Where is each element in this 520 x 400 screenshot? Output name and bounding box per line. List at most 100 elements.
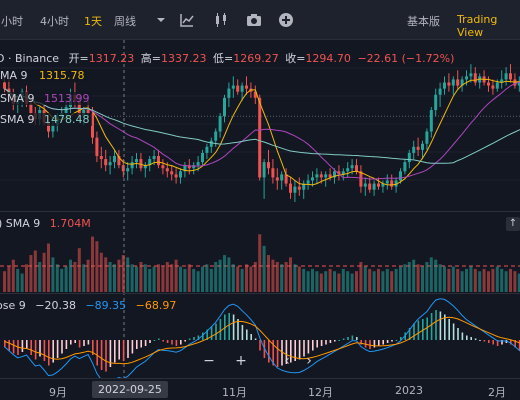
camera-icon[interactable] xyxy=(245,11,263,29)
pane-collapse-button[interactable]: ↑ xyxy=(506,217,520,231)
volume-bar xyxy=(504,271,508,292)
volume-bar xyxy=(451,266,455,292)
candle-body xyxy=(355,165,358,172)
scroll-left-button[interactable]: ‹ xyxy=(284,353,290,369)
volume-pane-separator[interactable] xyxy=(0,211,520,212)
candle-body xyxy=(381,183,385,187)
volume-bar xyxy=(478,271,482,292)
volume-bar xyxy=(341,268,345,292)
volume-bar xyxy=(425,262,429,292)
macd-histogram-bar xyxy=(334,340,336,342)
basic-view-tab[interactable]: 基本版 xyxy=(407,15,440,28)
candle-body xyxy=(135,159,138,163)
volume-bar xyxy=(95,241,99,292)
candle-body xyxy=(425,131,429,144)
volume-bar xyxy=(165,262,169,292)
macd-histogram-bar xyxy=(74,340,76,343)
chart-area[interactable]: D · Binance 开=1317.23 高=1337.23 低=1269.2… xyxy=(0,40,520,385)
volume-bar xyxy=(350,273,354,292)
macd-histogram-bar xyxy=(430,313,433,340)
volume-bar xyxy=(394,268,398,292)
volume-bar xyxy=(20,273,24,292)
candle-body xyxy=(108,162,112,166)
price-chart-svg[interactable] xyxy=(0,40,520,385)
volume-bar xyxy=(311,268,314,292)
candle-body xyxy=(170,171,174,175)
candle-body xyxy=(509,73,512,80)
candle-body xyxy=(201,152,204,163)
candle-body xyxy=(227,88,231,98)
macd-histogram-bar xyxy=(448,319,450,340)
volume-bar xyxy=(73,262,77,292)
high-label: 高= xyxy=(140,52,161,65)
time-axis[interactable]: 9月 2022-09-25 11月 12月 2023 2月 xyxy=(0,378,520,400)
macd-histogram-bar xyxy=(34,340,37,360)
volume-bar xyxy=(328,268,332,292)
zoom-in-button[interactable]: + xyxy=(235,353,247,369)
macd-histogram-bar xyxy=(254,338,257,340)
candle-body xyxy=(460,79,464,86)
candle-body xyxy=(297,186,301,190)
candle-body xyxy=(192,165,196,169)
candle-body xyxy=(363,183,367,187)
candle-body xyxy=(29,103,33,114)
candle-body xyxy=(337,171,341,175)
candle-body xyxy=(315,174,319,178)
volume-bar xyxy=(280,264,284,292)
candle-body xyxy=(421,143,424,150)
volume-bar xyxy=(253,262,257,292)
candle-body xyxy=(359,171,363,187)
interval-week[interactable]: 周线 xyxy=(114,15,136,28)
interval-4h[interactable]: 4小时 xyxy=(40,15,69,28)
volume-bar xyxy=(245,264,248,292)
macd-histogram-bar xyxy=(342,338,345,340)
candle-body xyxy=(51,125,55,132)
indicators-icon[interactable] xyxy=(178,11,196,29)
volume-bar xyxy=(513,271,517,292)
candle-body xyxy=(130,162,134,169)
macd-histogram-bar xyxy=(52,340,54,363)
volume-value: 1.704M xyxy=(49,217,91,230)
volume-bar xyxy=(500,268,504,292)
macd-histogram-bar xyxy=(488,340,490,343)
volume-bar xyxy=(473,268,477,292)
macd-histogram-bar xyxy=(382,340,384,345)
macd-value-1: −20.38 xyxy=(35,299,76,312)
macd-histogram-bar xyxy=(241,325,244,340)
volume-bar xyxy=(465,268,468,292)
zoom-out-button[interactable]: − xyxy=(203,353,215,369)
macd-histogram-bar xyxy=(250,334,252,340)
macd-histogram-bar xyxy=(281,340,283,366)
add-circle-icon[interactable] xyxy=(277,11,295,29)
candle-body xyxy=(148,159,152,166)
volume-bar xyxy=(333,271,336,292)
volume-bar xyxy=(324,271,328,292)
volume-bar xyxy=(509,268,512,292)
volume-bar xyxy=(196,271,200,292)
macd-histogram-bar xyxy=(496,340,499,346)
candle-body xyxy=(346,168,350,172)
candle-body xyxy=(465,76,468,80)
volume-bar xyxy=(11,259,15,292)
macd-histogram-bar xyxy=(259,340,261,351)
interval-1h[interactable]: 1小时 xyxy=(0,15,23,28)
ma-2-label: SMA 9 xyxy=(0,92,35,105)
macd-value-2: −89.35 xyxy=(85,299,127,312)
macd-histogram-bar xyxy=(395,340,398,341)
candle-body xyxy=(86,110,90,114)
chevron-down-icon[interactable] xyxy=(152,11,170,29)
candle-style-icon[interactable] xyxy=(212,11,230,29)
volume-bar xyxy=(227,257,231,292)
interval-1d[interactable]: 1天 xyxy=(84,15,102,28)
tradingview-tab[interactable]: Trading View xyxy=(457,13,498,39)
candle-body xyxy=(209,140,213,147)
macd-histogram-bar xyxy=(21,340,24,352)
macd-histogram-bar xyxy=(100,340,103,370)
volume-bar xyxy=(143,264,147,292)
macd-histogram-bar xyxy=(180,340,182,345)
scroll-right-button[interactable]: › xyxy=(306,353,312,369)
candle-body xyxy=(205,146,209,153)
ma-1-label: MA 9 xyxy=(0,69,28,82)
macd-pane-separator[interactable] xyxy=(0,293,520,294)
volume-bar xyxy=(249,266,253,292)
